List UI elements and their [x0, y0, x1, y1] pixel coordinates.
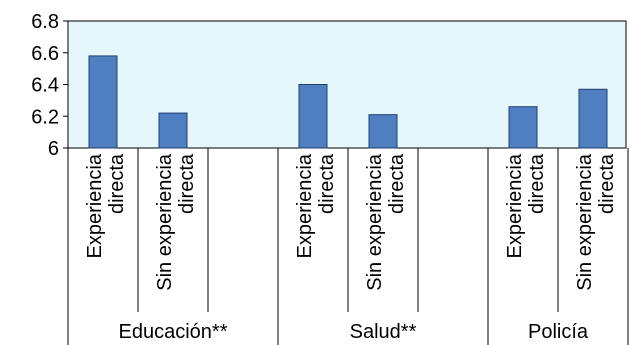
- category-label-line1: Sin experiencia: [574, 153, 596, 291]
- category-label-line2: directa: [386, 153, 408, 214]
- category-label-line1: Sin experiencia: [364, 153, 386, 291]
- y-tick-label: 6.4: [31, 75, 59, 97]
- category-label-line2: directa: [176, 153, 198, 214]
- bar: [508, 106, 538, 149]
- bar: [578, 88, 608, 149]
- bar: [298, 84, 328, 149]
- bars: [88, 55, 608, 149]
- y-tick-label: 6.8: [31, 11, 59, 33]
- category-label-line1: Sin experiencia: [154, 153, 176, 291]
- bar: [88, 55, 118, 149]
- bar: [368, 114, 398, 149]
- category-label-line2: directa: [106, 153, 128, 214]
- group-label: Educación**: [119, 321, 228, 343]
- plot-area: [67, 20, 627, 149]
- x-axis: Experiencia directa Sin experiencia directa…: [67, 148, 629, 345]
- group-label: Policía: [528, 321, 589, 343]
- y-tick-label: 6: [48, 138, 59, 160]
- category-label-line2: directa: [596, 153, 618, 214]
- y-axis: 6 6.2 6.4 6.6 6.8: [31, 11, 68, 160]
- group-label: Salud**: [350, 321, 417, 343]
- y-tick-label: 6.6: [31, 43, 59, 65]
- plot-background: [67, 20, 627, 149]
- category-label-line1: Experiencia: [294, 153, 316, 258]
- category-label-line2: directa: [316, 153, 338, 214]
- bar: [158, 112, 188, 149]
- category-label-line2: directa: [526, 153, 548, 214]
- category-label-line1: Experiencia: [84, 153, 106, 258]
- category-label-line1: Experiencia: [504, 153, 526, 258]
- y-tick-label: 6.2: [31, 106, 59, 128]
